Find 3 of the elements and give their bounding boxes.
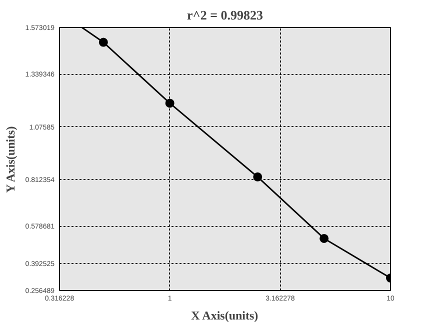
chart-title: r^2 = 0.99823 [187,8,264,22]
y-axis-title: Y Axis(units) [3,126,18,193]
x-axis-title: X Axis(units) [191,308,258,322]
